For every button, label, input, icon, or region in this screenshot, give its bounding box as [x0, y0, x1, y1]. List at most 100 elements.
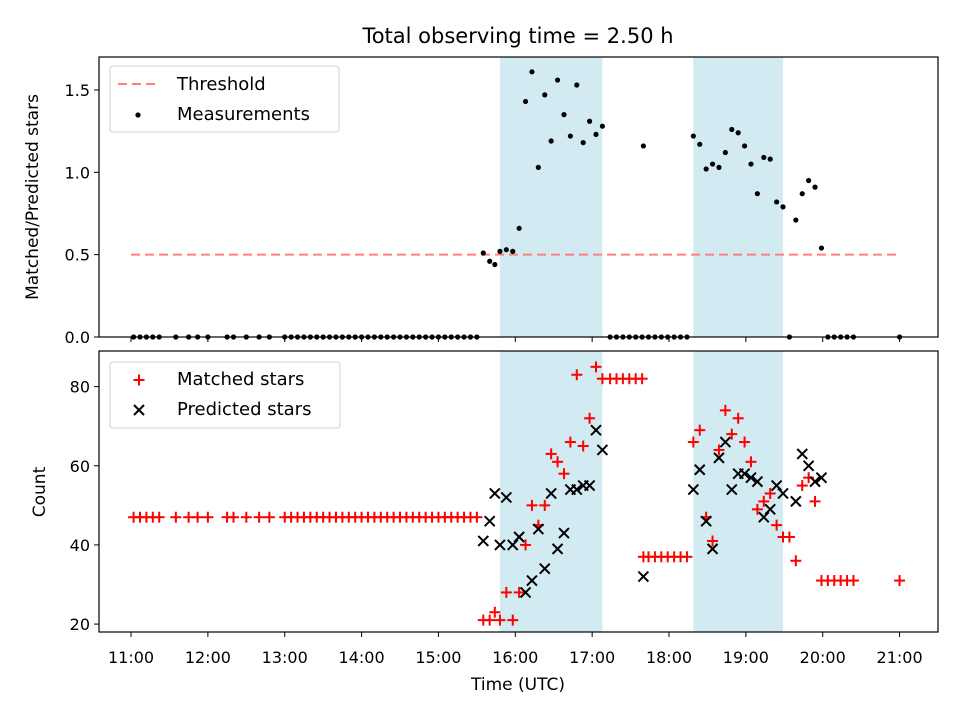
x-tick-label: 15:00: [415, 648, 461, 667]
ratio-plot-frame: [98, 56, 939, 338]
measurement-point: [793, 217, 799, 223]
measurement-point: [542, 92, 548, 98]
measurement-point: [567, 133, 573, 139]
shaded-intervals: [499, 57, 784, 337]
x-tick-label: 19:00: [723, 648, 769, 667]
predicted-star-point: [738, 467, 751, 480]
measurement-point: [492, 261, 498, 268]
measurement-point: [487, 258, 493, 264]
measurement-point: [574, 82, 580, 88]
count-legend-box: [109, 361, 341, 429]
predicted-star-point: [526, 574, 538, 587]
measurement-point: [516, 225, 522, 231]
y-tick-label: 60: [70, 457, 90, 476]
measurement-point: [529, 69, 535, 75]
x-axis-label: Time (UTC): [470, 675, 565, 695]
predicted-star-point: [706, 543, 719, 555]
measurement-point: [818, 245, 825, 251]
matched-star-point: [771, 519, 783, 531]
predicted-star-point: [500, 491, 513, 504]
measurement-point: [735, 130, 741, 136]
predicted-star-point: [494, 539, 506, 551]
x-tick-label: 12:00: [185, 648, 231, 667]
shaded-interval-1: [499, 351, 603, 632]
measurement-point: [593, 131, 599, 138]
x-tick-label: 20:00: [800, 648, 846, 667]
x-tick-label: 18:00: [646, 648, 692, 667]
matched-star-point: [500, 586, 512, 598]
matched-star-point: [707, 535, 719, 547]
predicted-star-point: [583, 479, 596, 492]
matched-star-point: [253, 511, 265, 523]
matched-star-point: [796, 480, 808, 492]
predicted-star-point: [551, 543, 564, 555]
matched-star-point: [687, 436, 699, 448]
count-legend: Matched stars Predicted stars: [109, 361, 341, 429]
predicted-star-point: [545, 487, 557, 500]
ratio-panel: 0.0 0.5 1.0 1.5 Matched/Predicted stars Thr…: [23, 56, 939, 347]
matched-star-point: [558, 468, 570, 480]
measurement-point: [640, 143, 646, 149]
measurement-point: [697, 141, 703, 147]
y-tick-label: 20: [70, 615, 90, 634]
predicted-star-point: [745, 471, 757, 484]
matched-star-point: [694, 424, 706, 436]
matched-star-point: [526, 499, 538, 511]
count-x-ticks: 11:00 12:00 13:00 14:00 15:00 16:00 17:00 18:00…: [108, 632, 923, 667]
chart-title: Total observing time = 2.50 h: [361, 24, 673, 48]
matched-star-point: [739, 436, 751, 448]
matched-star-point: [758, 495, 770, 507]
predicted-star-point: [489, 487, 501, 500]
matched-star-point: [681, 551, 693, 563]
x-tick-label: 17:00: [569, 648, 615, 667]
predicted-star-point: [700, 515, 712, 527]
shaded-interval-1: [499, 57, 603, 337]
predicted-star-point: [719, 436, 732, 448]
measurement-point: [761, 154, 767, 161]
matched-star-point: [507, 614, 519, 626]
predicted-star-point: [513, 531, 525, 543]
x-tick-label: 11:00: [108, 648, 154, 667]
matched-star-point: [745, 456, 757, 468]
measurement-point: [806, 177, 812, 184]
predicted-star-point: [558, 527, 570, 539]
ratio-legend-box: [109, 65, 340, 133]
matched-star-point: [192, 511, 204, 523]
y-tick-label: 80: [70, 378, 90, 397]
matched-star-point: [471, 511, 483, 523]
predicted-star-points: [477, 424, 828, 599]
legend-predicted-swatch: [133, 404, 145, 416]
matched-star-point: [577, 440, 589, 452]
measurement-point: [497, 248, 503, 254]
measurement-point: [586, 118, 593, 124]
matched-star-point: [520, 539, 532, 551]
measurement-point: [703, 166, 709, 172]
measurement-point: [774, 199, 780, 205]
measurement-point: [580, 140, 586, 146]
shaded-interval-2: [693, 57, 784, 337]
measurement-point: [754, 191, 760, 197]
legend-measurements-swatch: [135, 112, 141, 118]
predicted-star-point: [815, 471, 828, 484]
legend-x-marker: [133, 404, 145, 416]
measurement-point: [503, 247, 509, 253]
matched-star-point: [539, 499, 551, 511]
measurement-point: [522, 98, 529, 105]
predicted-star-point: [694, 464, 706, 476]
predicted-star-point: [790, 495, 802, 508]
matched-star-point: [494, 614, 506, 626]
matched-star-point: [552, 456, 564, 468]
measurement-point: [709, 161, 716, 167]
matched-star-point: [170, 511, 182, 523]
matched-star-point: [564, 436, 576, 448]
legend-matched-swatch: [133, 374, 145, 386]
shaded-intervals: [499, 351, 784, 632]
matched-star-point: [571, 369, 583, 381]
count-y-axis-label: Count: [30, 466, 50, 517]
measurement-point: [812, 184, 818, 190]
matched-star-point: [263, 511, 275, 523]
measurement-point: [535, 164, 541, 170]
y-tick-label: 40: [70, 536, 90, 555]
predicted-star-point: [519, 586, 532, 599]
